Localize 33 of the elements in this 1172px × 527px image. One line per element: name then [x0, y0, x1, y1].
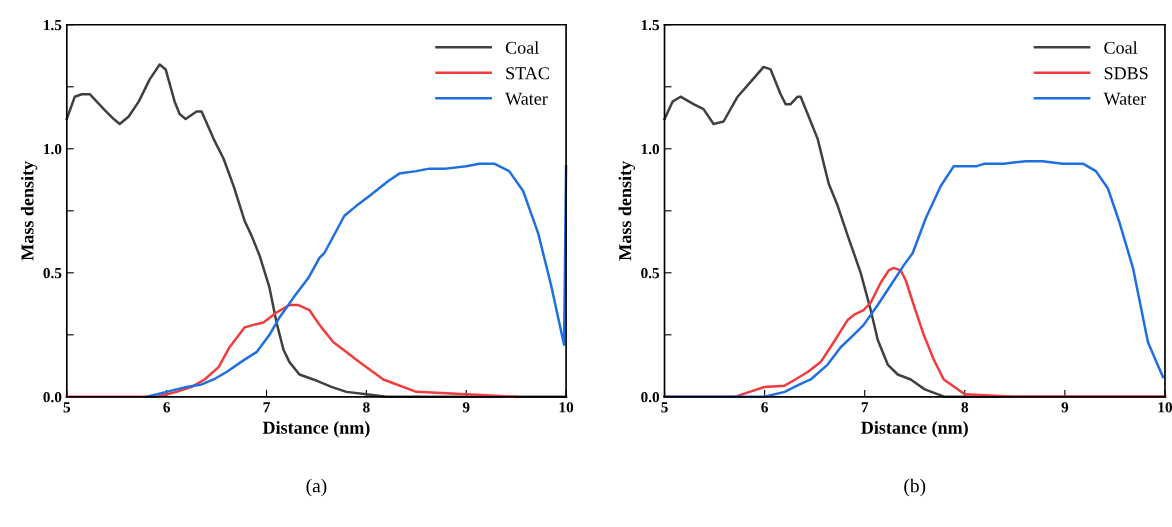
x-tick-label: 5: [661, 402, 668, 413]
x-tick-label: 10: [1158, 402, 1172, 413]
line-series: [145, 162, 568, 399]
y-axis-title: Mass density: [20, 161, 38, 261]
y-tick-label: 1.0: [44, 143, 62, 155]
x-tick-label: 5: [63, 402, 71, 413]
y-axis-title: Mass density: [618, 161, 636, 261]
x-tick-label: 8: [961, 402, 969, 413]
text: (b): [904, 478, 926, 497]
x-tick-label: 6: [163, 402, 171, 413]
y-tick-label: 1.5: [641, 19, 660, 31]
text: (a): [306, 478, 327, 497]
legend-label: STAC: [506, 67, 549, 80]
y-tick-label: 0.5: [641, 267, 660, 279]
y-tick-label: 0.0: [641, 391, 660, 403]
x-tick-label: 10: [559, 402, 574, 413]
legend-label: Water: [1103, 92, 1147, 105]
y-tick-label: 1.0: [641, 143, 660, 155]
legend-label: Water: [505, 92, 548, 105]
x-tick-label: 6: [761, 402, 768, 413]
legend-label: SDBS: [1104, 67, 1148, 80]
x-tick-label: 8: [363, 402, 370, 413]
x-tick-label: 9: [1061, 402, 1069, 413]
legend-label: Coal: [1104, 41, 1138, 54]
x-axis-title: Distance (nm): [262, 421, 370, 438]
x-tick-label: 7: [263, 402, 270, 413]
y-tick-label: 0.5: [43, 267, 62, 279]
x-axis-title: Distance (nm): [861, 421, 968, 438]
x-tick-label: 7: [861, 402, 869, 413]
y-tick-label: 0.0: [43, 391, 62, 403]
y-tick-label: 1.5: [44, 19, 62, 31]
x-tick-label: 9: [462, 402, 470, 413]
legend-label: Coal: [505, 41, 539, 54]
